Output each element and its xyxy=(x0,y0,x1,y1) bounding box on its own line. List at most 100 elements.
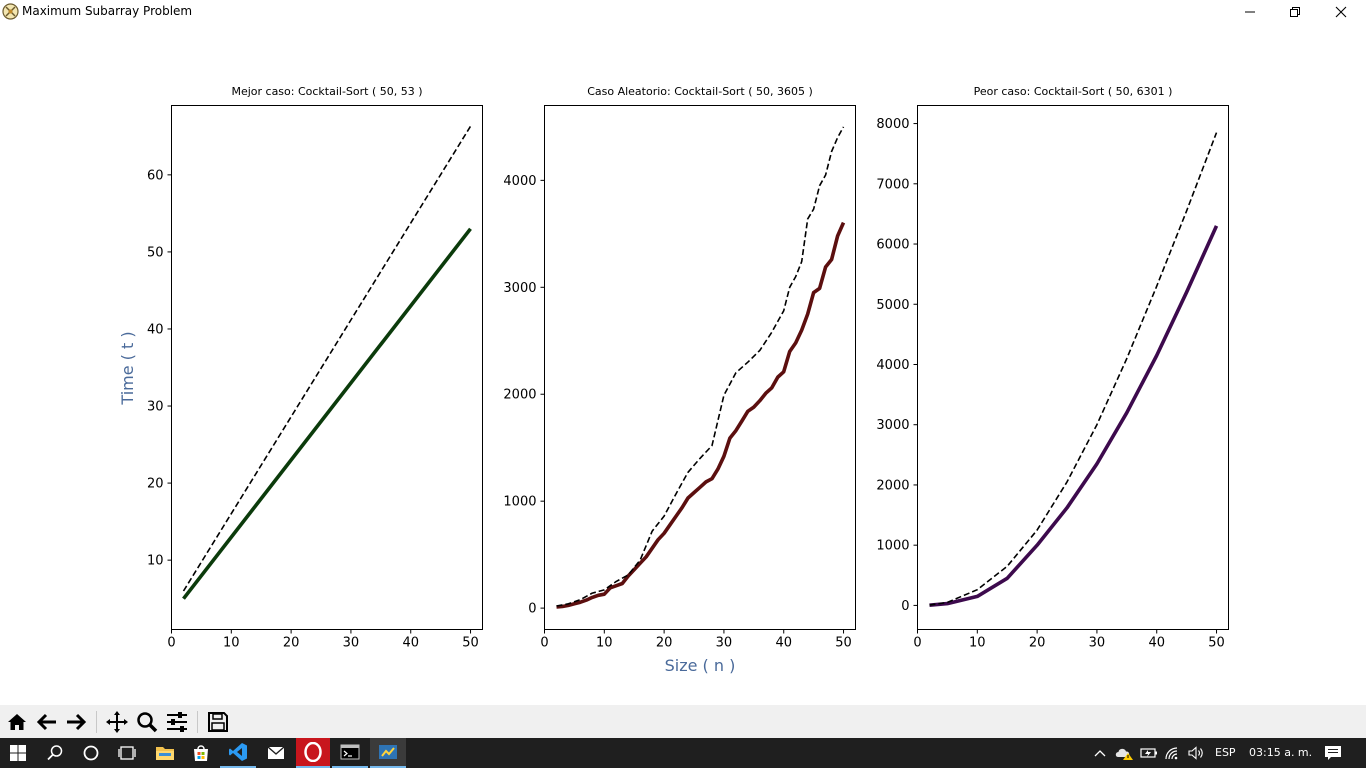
restore-icon xyxy=(1290,7,1300,17)
x-tick-label: 50 xyxy=(835,636,852,651)
maximize-button[interactable] xyxy=(1272,0,1318,24)
matplotlib-figure[interactable]: Mejor caso: Cocktail-Sort ( 50, 53 ) 0 10… xyxy=(0,24,1366,704)
x-axis-label: Size ( n ) xyxy=(665,656,736,675)
plot-frame xyxy=(544,105,856,630)
chart-worst-case: Peor caso: Cocktail-Sort ( 50, 6301 ) 0 1… xyxy=(876,85,1229,651)
start-button[interactable] xyxy=(0,738,36,768)
close-button[interactable] xyxy=(1318,0,1364,24)
task-view-icon xyxy=(118,746,136,760)
taskbar-terminal[interactable] xyxy=(332,738,368,768)
chart-title: Mejor caso: Cocktail-Sort ( 50, 53 ) xyxy=(231,85,422,98)
clock[interactable]: 03:15 a. m. xyxy=(1249,746,1313,759)
task-view-button[interactable] xyxy=(109,738,145,768)
mail-icon xyxy=(267,746,285,759)
figure-canvas[interactable]: Mejor caso: Cocktail-Sort ( 50, 53 ) 0 10… xyxy=(0,24,1366,704)
taskbar-store[interactable] xyxy=(183,738,219,768)
taskbar-mail[interactable] xyxy=(258,738,294,768)
python-figure-icon xyxy=(379,745,397,759)
reference-series-line xyxy=(929,132,1218,606)
y-tick-label: 20 xyxy=(147,477,164,492)
volume-tray-button[interactable] xyxy=(1184,738,1208,768)
app-icon xyxy=(2,3,19,20)
x-tick-label: 40 xyxy=(402,636,419,651)
measured-series-line xyxy=(929,225,1219,607)
y-tick-label: 30 xyxy=(147,400,164,415)
onedrive-tray-button[interactable] xyxy=(1112,738,1136,768)
taskbar-vscode[interactable] xyxy=(220,738,256,768)
x-tick-label: 0 xyxy=(167,636,175,651)
x-tick-label: 10 xyxy=(969,636,986,651)
x-tick-label: 30 xyxy=(1089,636,1106,651)
configure-subplots-icon xyxy=(167,712,187,732)
cortana-button[interactable] xyxy=(73,738,109,768)
plot-frame xyxy=(171,105,483,630)
y-tick-label: 6000 xyxy=(876,238,909,253)
measured-series-line xyxy=(556,221,846,609)
reference-series-line xyxy=(556,126,845,607)
x-tick-label: 20 xyxy=(1029,636,1046,651)
folder-icon xyxy=(156,747,174,760)
zoom-button[interactable] xyxy=(133,708,161,736)
back-button[interactable] xyxy=(33,708,61,736)
toolbar-separator xyxy=(96,711,97,733)
show-hidden-icons-button[interactable] xyxy=(1090,738,1110,768)
y-tick-label: 3000 xyxy=(503,281,536,296)
taskbar-python[interactable] xyxy=(370,738,406,768)
y-tick-label: 10 xyxy=(147,554,164,569)
cloud-warning-icon xyxy=(1115,748,1133,760)
y-tick-label: 3000 xyxy=(876,418,909,433)
close-icon xyxy=(1335,6,1347,18)
store-bag-icon xyxy=(194,745,208,761)
save-icon xyxy=(208,712,228,732)
save-button[interactable] xyxy=(204,708,232,736)
forward-button[interactable] xyxy=(62,708,90,736)
title-bar[interactable]: Maximum Subarray Problem xyxy=(0,0,1366,24)
x-tick-label: 40 xyxy=(775,636,792,651)
windows-logo-icon xyxy=(10,745,26,761)
chart-title: Peor caso: Cocktail-Sort ( 50, 6301 ) xyxy=(974,85,1173,98)
taskbar-opera[interactable] xyxy=(296,738,330,768)
pan-button[interactable] xyxy=(103,708,131,736)
configure-subplots-button[interactable] xyxy=(163,708,191,736)
action-center-button[interactable] xyxy=(1318,738,1348,768)
minimize-button[interactable] xyxy=(1227,0,1273,24)
x-tick-label: 20 xyxy=(656,636,673,651)
home-icon xyxy=(8,714,26,730)
y-tick-label: 50 xyxy=(147,245,164,260)
x-tick-label: 10 xyxy=(596,636,613,651)
x-tick-label: 40 xyxy=(1148,636,1165,651)
navigation-toolbar xyxy=(0,705,1366,738)
y-tick-label: 0 xyxy=(528,602,536,617)
measured-series-line xyxy=(182,227,472,600)
search-button[interactable] xyxy=(37,738,73,768)
y-tick-label: 2000 xyxy=(876,478,909,493)
y-tick-label: 5000 xyxy=(876,298,909,313)
search-icon xyxy=(47,745,63,761)
y-tick-label: 4000 xyxy=(876,358,909,373)
y-tick-label: 7000 xyxy=(876,177,909,192)
app-window: Maximum Subarray Problem Mejor caso: Coc… xyxy=(0,0,1366,738)
x-tick-label: 50 xyxy=(1208,636,1225,651)
taskbar-file-explorer[interactable] xyxy=(147,738,183,768)
y-tick-label: 40 xyxy=(147,322,164,337)
wifi-tray-button[interactable] xyxy=(1161,738,1185,768)
chevron-up-icon xyxy=(1094,750,1106,757)
battery-tray-button[interactable] xyxy=(1137,738,1161,768)
speaker-icon xyxy=(1188,746,1203,760)
reference-series-line xyxy=(182,125,472,592)
wifi-icon xyxy=(1165,747,1178,760)
x-tick-label: 20 xyxy=(283,636,300,651)
vscode-icon xyxy=(229,743,247,761)
back-icon xyxy=(36,713,56,731)
terminal-icon xyxy=(340,744,360,760)
toolbar-separator xyxy=(197,711,198,733)
y-tick-label: 8000 xyxy=(876,117,909,132)
home-button[interactable] xyxy=(3,708,31,736)
language-indicator[interactable]: ESP xyxy=(1215,746,1236,759)
x-tick-label: 10 xyxy=(223,636,240,651)
cortana-icon xyxy=(83,745,99,761)
window-title: Maximum Subarray Problem xyxy=(22,4,193,18)
x-tick-label: 30 xyxy=(716,636,733,651)
y-tick-label: 60 xyxy=(147,168,164,183)
minimize-icon xyxy=(1245,11,1255,13)
